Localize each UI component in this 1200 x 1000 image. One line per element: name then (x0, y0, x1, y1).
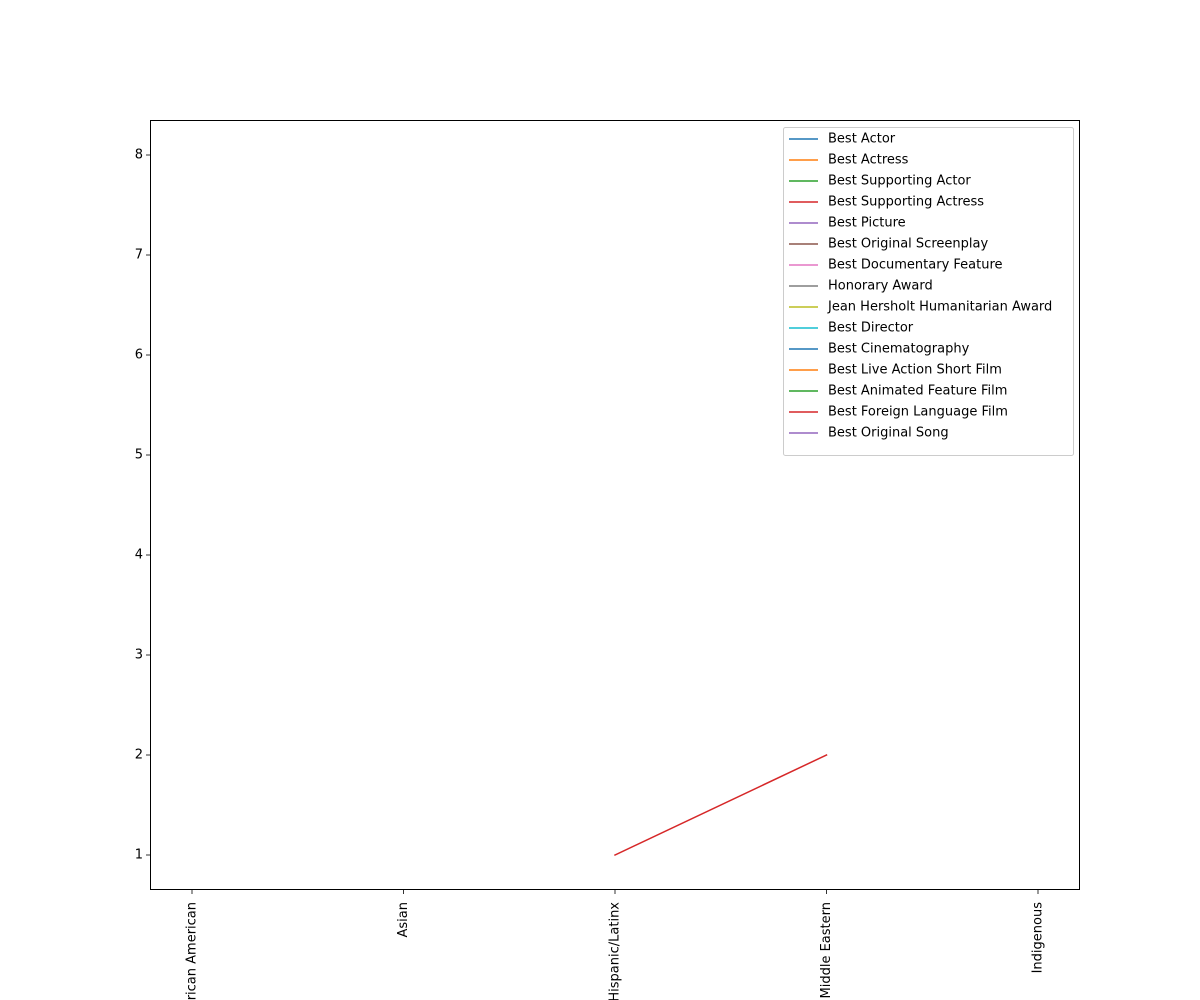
x-tick-label: African American (185, 902, 200, 1000)
legend-label-5: Best Original Screenplay (828, 237, 988, 252)
y-tick-label: 4 (135, 548, 143, 563)
legend-label-6: Best Documentary Feature (828, 258, 1003, 273)
legend-label-8: Jean Hersholt Humanitarian Award (827, 300, 1052, 315)
x-tick-label: Hispanic/Latinx (608, 902, 623, 1000)
y-tick-label: 6 (135, 348, 143, 363)
plot-area-frame (150, 120, 1080, 890)
y-tick-label: 2 (135, 748, 143, 763)
x-axis: African American Asian Hispanic/Latinx Midd… (185, 890, 1046, 1000)
legend-box (783, 127, 1074, 456)
legend: Best Actor Best Actress Best Supporting Ac… (783, 127, 1074, 456)
legend-label-7: Honorary Award (828, 279, 933, 294)
y-tick-label: 3 (135, 648, 143, 663)
legend-label-11: Best Live Action Short Film (828, 363, 1002, 378)
series-layer (614, 754, 828, 856)
legend-label-10: Best Cinematography (828, 342, 970, 357)
legend-label-2: Best Supporting Actor (828, 174, 971, 189)
x-tick-label: Indigenous (1031, 902, 1046, 974)
legend-label-3: Best Supporting Actress (828, 195, 984, 210)
legend-label-4: Best Picture (828, 216, 906, 231)
legend-label-14: Best Original Song (828, 426, 949, 441)
y-axis: 1 2 3 4 5 6 7 8 (135, 148, 150, 863)
legend-label-12: Best Animated Feature Film (828, 384, 1007, 399)
x-tick-label: Asian (396, 902, 411, 937)
x-tick-label: Middle Eastern (819, 902, 834, 998)
y-tick-label: 1 (135, 848, 143, 863)
legend-label-9: Best Director (828, 321, 914, 336)
legend-label-1: Best Actress (828, 153, 909, 168)
legend-label-13: Best Foreign Language Film (828, 405, 1008, 420)
series-line-3 (614, 754, 828, 856)
legend-label-0: Best Actor (828, 132, 896, 147)
y-tick-label: 8 (135, 148, 143, 163)
y-tick-label: 7 (135, 248, 143, 263)
y-tick-label: 5 (135, 448, 143, 463)
